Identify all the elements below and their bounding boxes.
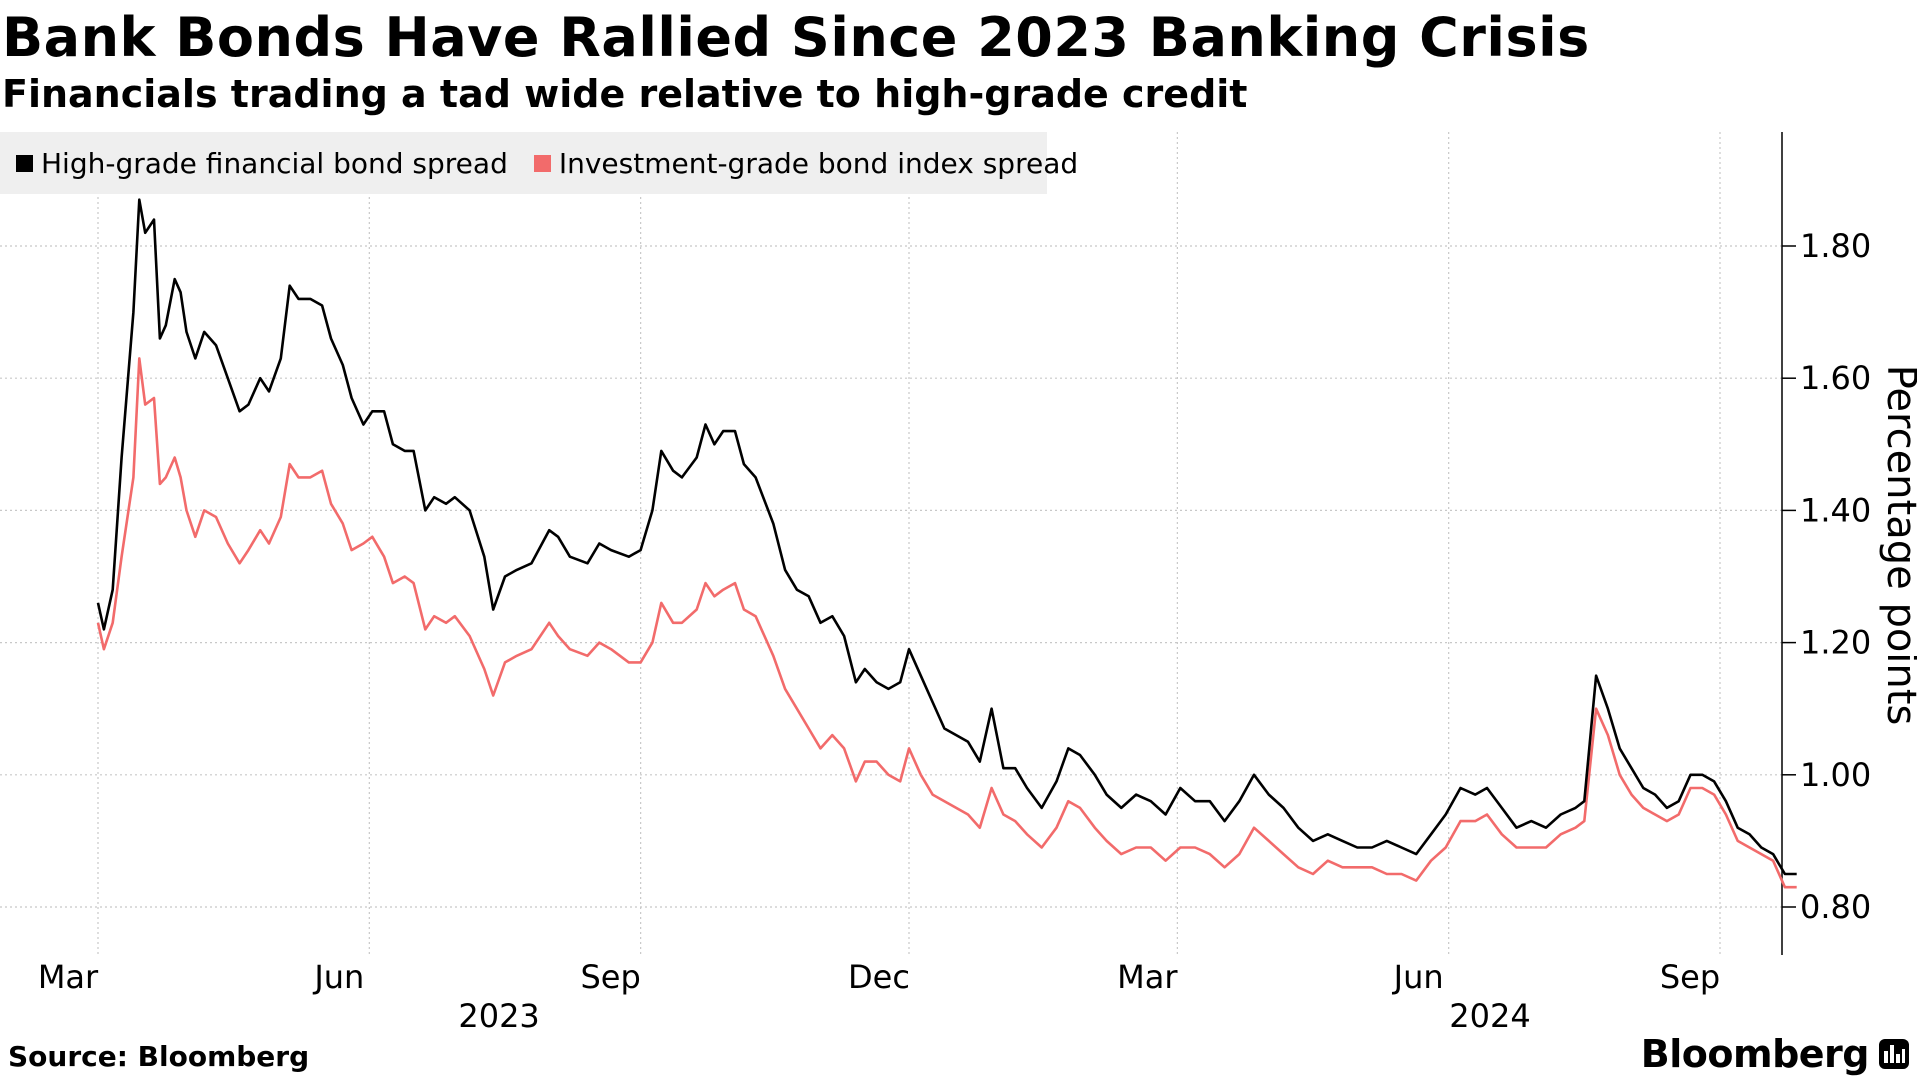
source-note: Source: Bloomberg	[8, 1040, 310, 1073]
chart-legend: High-grade financial bond spread Investm…	[0, 132, 1078, 194]
series-line-investment-grade	[96, 357, 1797, 889]
brand-name: Bloomberg	[1640, 1032, 1870, 1076]
x-year-label: 2024	[1449, 997, 1530, 1035]
y-axis-label: Percentage points	[1878, 365, 1917, 726]
chart-title: Bank Bonds Have Rallied Since 2023 Banki…	[2, 6, 1590, 69]
y-tick-label: 1.40	[1800, 491, 1871, 529]
legend-item-investment-grade: Investment-grade bond index spread	[533, 146, 1079, 180]
y-tick-label: 0.80	[1800, 888, 1871, 926]
x-tick-label: Mar	[38, 958, 99, 996]
x-tick-label: Sep	[1660, 958, 1720, 996]
series-line-financial	[96, 198, 1797, 876]
chart-subtitle: Financials trading a tad wide relative t…	[2, 72, 1248, 116]
legend-label-financial: High-grade financial bond spread	[41, 146, 508, 180]
x-tick-label: Dec	[848, 958, 910, 996]
legend-item-financial: High-grade financial bond spread	[16, 147, 508, 180]
x-tick-label: Jun	[312, 958, 364, 996]
y-tick-label: 1.80	[1800, 227, 1871, 265]
legend-label-investment-grade: Investment-grade bond index spread	[558, 146, 1079, 180]
y-tick-label: 1.20	[1800, 624, 1871, 662]
x-year-label: 2023	[458, 997, 539, 1035]
y-tick-label: 1.00	[1800, 756, 1871, 794]
brand-logo: Bloomberg	[1641, 1032, 1909, 1076]
x-tick-label: Mar	[1117, 958, 1178, 996]
bloomberg-terminal-icon	[1879, 1039, 1909, 1069]
legend-swatch-investment-grade	[533, 154, 551, 172]
y-tick-label: 1.60	[1800, 359, 1871, 397]
x-tick-label: Jun	[1392, 958, 1444, 996]
legend-swatch-financial	[16, 154, 33, 172]
x-tick-label: Sep	[580, 958, 640, 996]
